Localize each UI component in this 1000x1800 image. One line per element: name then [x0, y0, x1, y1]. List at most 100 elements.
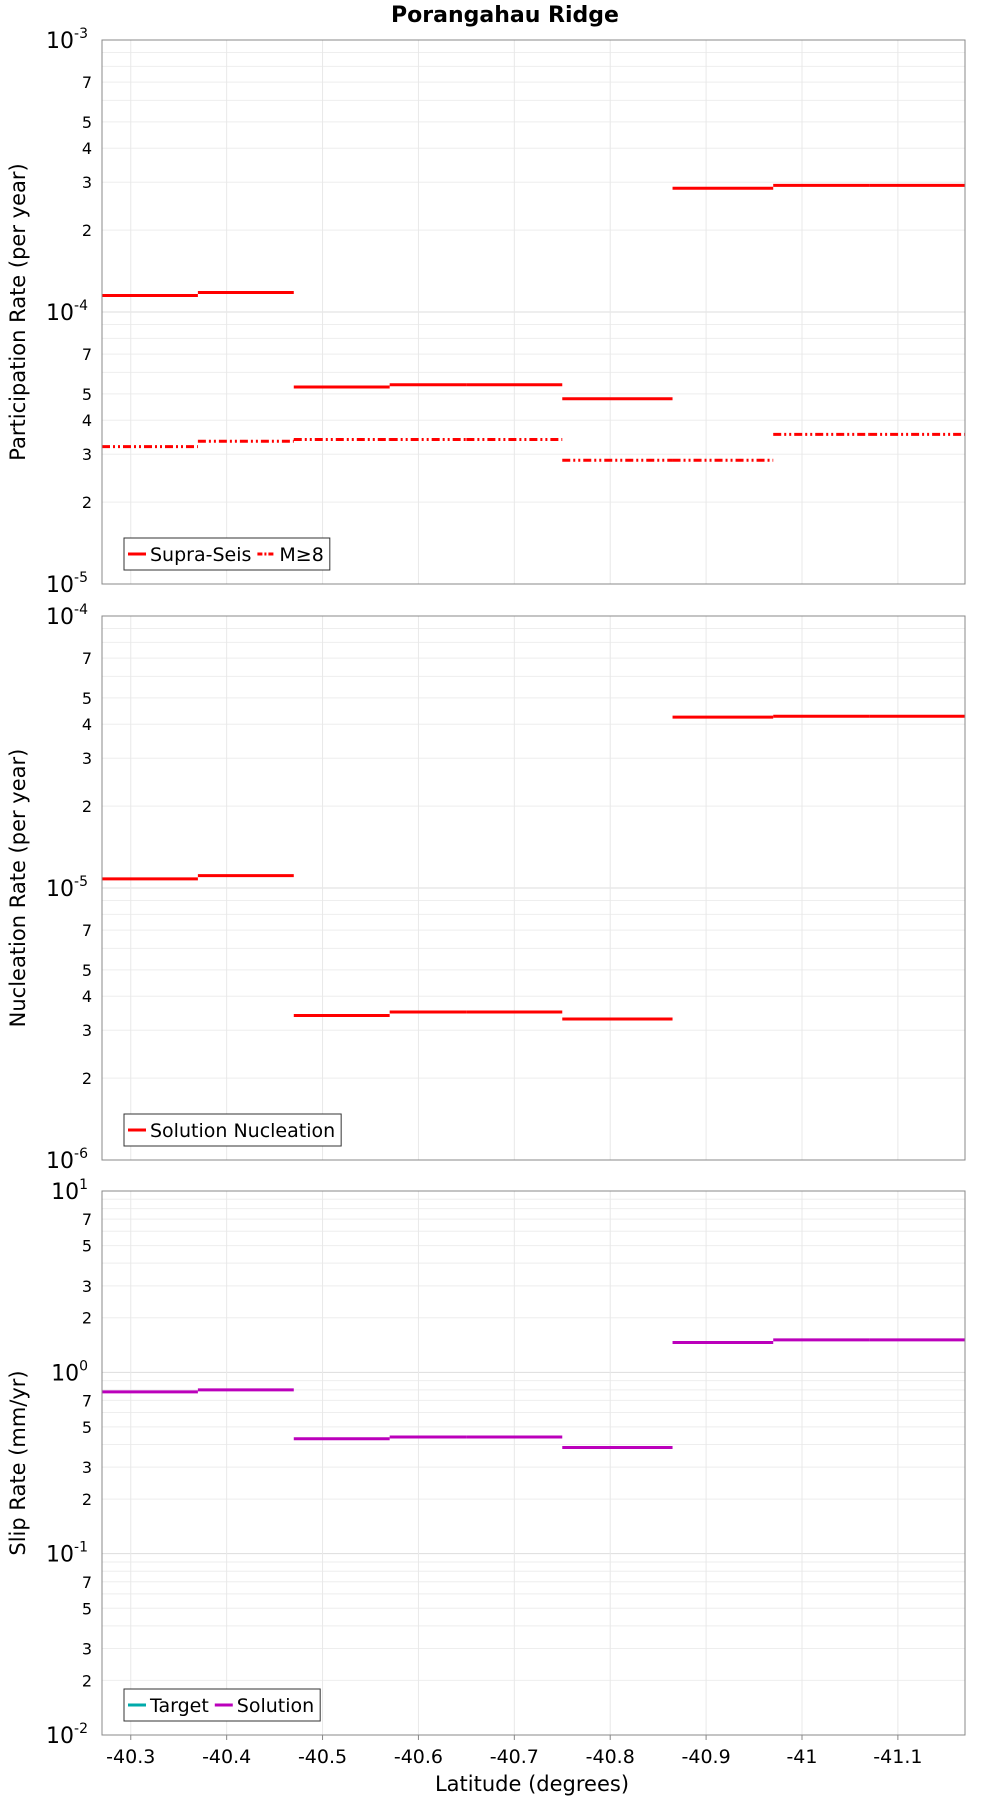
legend-box	[123, 1113, 342, 1147]
y-minor-tick-label: 4	[82, 411, 92, 430]
y-minor-tick-label: 3	[82, 1458, 92, 1477]
tick-exponent: -5	[74, 570, 88, 586]
x-tick-label: -40.5	[298, 1746, 347, 1768]
y-minor-tick-label: 2	[82, 1309, 92, 1328]
y-axis-label: Nucleation Rate (per year)	[6, 749, 30, 1028]
tick-base: 10	[51, 1180, 79, 1205]
tick-exponent: -2	[74, 1721, 88, 1737]
tick-exponent: -1	[74, 1540, 88, 1556]
y-minor-tick-label: 3	[82, 1277, 92, 1296]
y-minor-tick-label: 4	[82, 715, 92, 734]
y-minor-tick-label: 5	[82, 1237, 92, 1256]
legend-label: Solution	[237, 1695, 314, 1717]
tick-base: 10	[46, 1543, 74, 1568]
y-major-tick-label: 10-3	[46, 26, 88, 54]
x-tick-label: -40.4	[202, 1746, 251, 1768]
y-minor-tick-label: 7	[82, 1210, 92, 1229]
y-minor-tick-label: 5	[82, 113, 92, 132]
y-minor-tick-label: 5	[82, 1418, 92, 1437]
chart-title: Porangahau Ridge	[391, 3, 619, 28]
legend: Target Solution	[123, 1688, 321, 1722]
plot-frame	[101, 1190, 966, 1736]
y-minor-tick-label: 5	[82, 961, 92, 980]
y-minor-tick-label: 3	[82, 1639, 92, 1658]
x-tick-label: -41.1	[873, 1746, 922, 1768]
x-tick-label: -40.6	[394, 1746, 443, 1768]
y-major-tick-label: 10-5	[46, 874, 88, 902]
y-minor-tick-label: 5	[82, 689, 92, 708]
x-tick-label: -40.3	[106, 1746, 155, 1768]
y-minor-tick-label: 3	[82, 749, 92, 768]
legend-label: Target	[149, 1695, 209, 1717]
y-major-tick-label: 100	[51, 1358, 88, 1386]
legend-box	[123, 537, 331, 571]
y-major-tick-label: 10-5	[46, 570, 88, 598]
y-major-tick-label: 10-4	[46, 298, 88, 326]
y-minor-tick-label: 7	[82, 345, 92, 364]
legend: Solution Nucleation	[123, 1113, 342, 1147]
tick-exponent: -5	[74, 874, 88, 890]
y-minor-tick-label: 7	[82, 649, 92, 668]
tick-base: 10	[46, 29, 74, 54]
tick-exponent: -3	[74, 26, 88, 42]
tick-base: 10	[46, 1149, 74, 1174]
legend: Supra-Seis M≥8	[123, 537, 331, 571]
tick-base: 10	[46, 605, 74, 630]
y-minor-tick-label: 7	[82, 921, 92, 940]
y-minor-tick-label: 7	[82, 73, 92, 92]
y-minor-tick-label: 2	[82, 493, 92, 512]
y-minor-tick-label: 2	[82, 1671, 92, 1690]
tick-exponent: -4	[74, 602, 88, 618]
y-minor-tick-label: 3	[82, 445, 92, 464]
tick-base: 10	[46, 877, 74, 902]
plot-frame	[101, 39, 966, 585]
x-tick-label: -40.7	[490, 1746, 539, 1768]
y-minor-tick-label: 2	[82, 797, 92, 816]
y-minor-tick-label: 2	[82, 1069, 92, 1088]
plot-frame	[101, 615, 966, 1161]
y-major-tick-label: 10-4	[46, 602, 88, 630]
y-axis-label: Participation Rate (per year)	[6, 163, 30, 460]
y-minor-tick-label: 5	[82, 385, 92, 404]
x-tick-label: -41	[786, 1746, 817, 1768]
y-minor-tick-label: 4	[82, 987, 92, 1006]
series-supra-seis	[102, 183, 965, 401]
y-major-tick-label: 10-2	[46, 1721, 88, 1749]
y-minor-tick-label: 3	[82, 1021, 92, 1040]
y-major-tick-label: 10-1	[46, 1540, 88, 1568]
tick-base: 10	[46, 301, 74, 326]
y-minor-tick-label: 2	[82, 1490, 92, 1509]
y-minor-tick-label: 7	[82, 1573, 92, 1592]
tick-exponent: -6	[74, 1146, 88, 1162]
plot-area	[102, 1191, 965, 1735]
tick-base: 10	[46, 573, 74, 598]
tick-exponent: 1	[79, 1177, 88, 1193]
legend-label: M≥8	[279, 544, 323, 566]
y-minor-tick-label: 3	[82, 173, 92, 192]
y-minor-tick-label: 5	[82, 1599, 92, 1618]
legend-box	[123, 1688, 321, 1722]
tick-exponent: 0	[79, 1358, 88, 1374]
x-axis-label: Latitude (degrees)	[435, 1772, 629, 1796]
y-major-tick-label: 101	[51, 1177, 88, 1205]
y-major-tick-label: 10-6	[46, 1146, 88, 1174]
y-minor-tick-label: 7	[82, 1391, 92, 1410]
legend-label: Supra-Seis	[150, 544, 251, 566]
series-m-8	[102, 432, 965, 462]
x-tick-label: -40.9	[682, 1746, 731, 1768]
legend-label: Solution Nucleation	[150, 1120, 335, 1142]
y-minor-tick-label: 4	[82, 139, 92, 158]
x-tick-label: -40.8	[586, 1746, 635, 1768]
series-solution-nucleation	[102, 714, 965, 1021]
y-axis-label: Slip Rate (mm/yr)	[6, 1370, 30, 1555]
series-solution	[102, 1338, 965, 1450]
y-minor-tick-label: 2	[82, 221, 92, 240]
tick-base: 10	[46, 1724, 74, 1749]
tick-exponent: -4	[74, 298, 88, 314]
tick-base: 10	[51, 1361, 79, 1386]
